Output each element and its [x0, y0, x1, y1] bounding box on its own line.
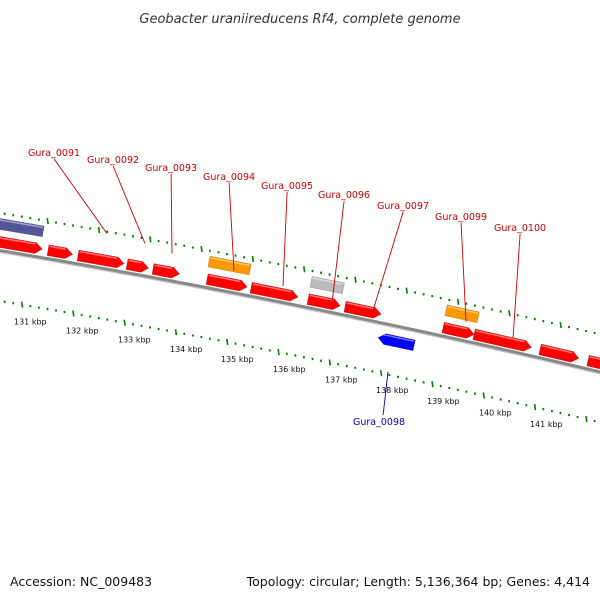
major-tick — [72, 310, 75, 317]
scale-label: 131 kbp — [14, 317, 47, 326]
scale-label: 136 kbp — [273, 365, 306, 374]
cds-feature — [538, 343, 580, 363]
scale-label: 135 kbp — [221, 355, 254, 364]
cds-feature — [441, 321, 475, 339]
gene-label-gura-0099: Gura_0099 — [435, 212, 487, 322]
svg-text:Gura_0097: Gura_0097 — [377, 201, 429, 212]
cds-feature — [306, 293, 341, 311]
cds-feature — [46, 244, 74, 259]
scale-label: 133 kbp — [118, 336, 151, 345]
gene-label-gura-0092: Gura_0092 — [87, 155, 146, 244]
cds-feature — [249, 281, 299, 302]
gene-labels: Gura_0091 Gura_0092 Gura_0093 Gura_0094 Gura… — [28, 148, 546, 428]
major-tick — [200, 245, 203, 253]
major-tick — [585, 415, 588, 423]
cds-feature — [205, 273, 248, 292]
svg-text:Gura_0100: Gura_0100 — [494, 223, 546, 234]
scale-label: 140 kbp — [479, 409, 512, 418]
major-tick — [533, 404, 537, 411]
major-tick — [20, 301, 24, 308]
scale-label: 132 kbp — [66, 326, 99, 335]
major-tick — [226, 338, 229, 346]
major-tick — [328, 359, 332, 366]
scale-label: 134 kbp — [170, 345, 203, 354]
cds-feature — [125, 258, 150, 273]
major-tick — [482, 392, 485, 399]
cds-feature — [76, 249, 125, 269]
gene-label-gura-0091: Gura_0091 — [28, 148, 108, 234]
major-tick — [379, 370, 383, 377]
major-tick — [174, 329, 178, 336]
major-tick — [46, 217, 49, 225]
gene-label-gura-0095: Gura_0095 — [261, 181, 313, 287]
major-tick — [405, 287, 408, 294]
scale-label: 139 kbp — [427, 397, 460, 406]
svg-text:Gura_0096: Gura_0096 — [318, 190, 370, 201]
svg-text:Gura_0098: Gura_0098 — [353, 417, 405, 428]
gene-label-gura-0098: Gura_0098 — [353, 371, 405, 428]
svg-text:Gura_0093: Gura_0093 — [145, 163, 197, 174]
svg-text:Gura_0092: Gura_0092 — [87, 155, 139, 166]
gene-label-gura-0097: Gura_0097 — [370, 201, 429, 318]
genome-backbone — [0, 249, 600, 375]
genome-summary-text: Topology: circular; Length: 5,136,364 bp… — [246, 574, 590, 589]
svg-text:Gura_0099: Gura_0099 — [435, 212, 487, 223]
gene-label-gura-0093: Gura_0093 — [145, 163, 197, 254]
major-tick — [456, 298, 460, 305]
cds-feature — [151, 263, 181, 279]
major-tick — [251, 255, 255, 263]
scale-labels: 131 kbp 132 kbp 133 kbp 134 kbp 135 kbp 136 k… — [14, 317, 563, 429]
major-tick — [123, 319, 126, 326]
major-tick — [149, 236, 152, 243]
map-title: Geobacter uraniireducens Rf4, complete g… — [139, 12, 460, 27]
gene-label-gura-0094: Gura_0094 — [203, 172, 255, 271]
major-tick — [559, 321, 562, 329]
gene-label-gura-0096: Gura_0096 — [318, 190, 370, 304]
scale-label: 137 kbp — [325, 376, 358, 385]
major-tick — [431, 381, 434, 388]
misc-feature — [309, 275, 345, 295]
partial-feature — [0, 217, 45, 238]
major-tick — [508, 310, 511, 317]
svg-text:Gura_0094: Gura_0094 — [203, 172, 255, 183]
scale-label: 138 kbp — [376, 386, 409, 395]
feature-track — [0, 217, 600, 370]
backbone-highlight — [0, 252, 600, 375]
backbone-line — [0, 249, 600, 375]
outer-tick-ring — [3, 212, 596, 335]
svg-text:Gura_0095: Gura_0095 — [261, 181, 313, 192]
major-tick — [303, 266, 306, 273]
inner-tick-ring — [3, 300, 596, 423]
major-tick — [277, 348, 280, 356]
scale-label: 141 kbp — [530, 420, 563, 429]
gene-label-gura-0100: Gura_0100 — [494, 223, 546, 339]
cds-reverse-feature — [377, 333, 416, 352]
svg-text:Gura_0091: Gura_0091 — [28, 148, 80, 159]
cds-feature — [0, 235, 43, 254]
major-tick — [354, 276, 357, 283]
accession-text: Accession: NC_009483 — [10, 574, 152, 589]
rna-feature — [444, 304, 480, 324]
cds-feature — [472, 328, 533, 352]
major-tick — [97, 226, 101, 234]
rna-feature — [207, 255, 252, 276]
